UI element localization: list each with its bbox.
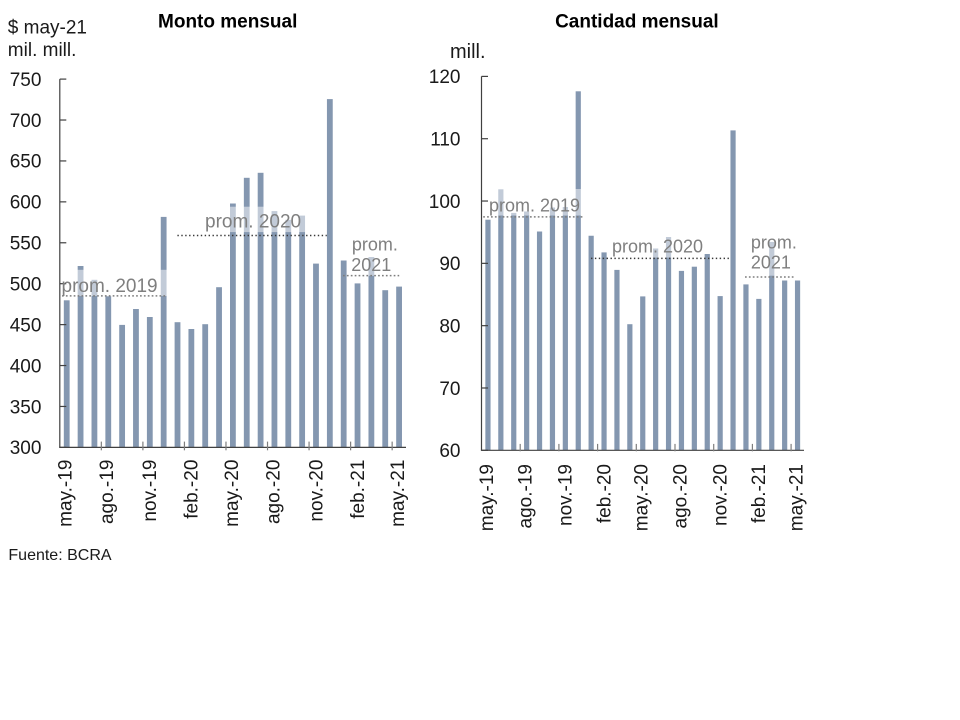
svg-text:prom.: prom.	[352, 234, 398, 254]
svg-text:300: 300	[10, 438, 42, 459]
svg-text:80: 80	[439, 316, 460, 337]
svg-text:Monto mensual: Monto mensual	[158, 12, 297, 33]
svg-text:$ may-21: $ may-21	[8, 18, 87, 39]
svg-text:prom. 2019: prom. 2019	[62, 276, 158, 297]
svg-text:nov.-20: nov.-20	[710, 464, 731, 526]
svg-text:120: 120	[429, 67, 461, 88]
svg-text:70: 70	[439, 379, 460, 400]
svg-text:350: 350	[10, 397, 42, 418]
svg-text:ago.-20: ago.-20	[263, 460, 284, 524]
svg-text:ago.-19: ago.-19	[516, 464, 537, 528]
svg-text:550: 550	[10, 234, 42, 255]
svg-text:Fuente: BCRA: Fuente: BCRA	[8, 547, 111, 564]
svg-text:feb.-20: feb.-20	[594, 464, 615, 523]
svg-text:750: 750	[10, 70, 42, 91]
svg-text:may.-21: may.-21	[786, 464, 807, 531]
svg-text:nov.-20: nov.-20	[306, 460, 327, 522]
svg-text:2021: 2021	[751, 252, 791, 272]
svg-text:650: 650	[10, 152, 42, 173]
svg-text:may.-19: may.-19	[56, 460, 77, 527]
svg-text:400: 400	[10, 356, 42, 377]
svg-text:500: 500	[10, 275, 42, 296]
svg-text:110: 110	[430, 130, 460, 151]
svg-text:ago.-20: ago.-20	[670, 464, 691, 528]
svg-text:feb.-21: feb.-21	[749, 464, 770, 523]
svg-text:prom.: prom.	[751, 232, 797, 252]
svg-text:mil. mill.: mil. mill.	[8, 40, 77, 61]
svg-text:prom. 2020: prom. 2020	[612, 237, 703, 257]
svg-text:nov.-19: nov.-19	[556, 464, 577, 526]
svg-text:feb.-21: feb.-21	[348, 460, 369, 519]
svg-text:450: 450	[10, 315, 42, 336]
svg-text:700: 700	[10, 111, 42, 132]
svg-text:prom. 2020: prom. 2020	[205, 212, 301, 233]
svg-text:may.-20: may.-20	[222, 460, 243, 527]
svg-text:600: 600	[10, 193, 42, 214]
svg-text:feb.-20: feb.-20	[182, 460, 203, 519]
svg-text:nov.-19: nov.-19	[140, 460, 161, 522]
svg-text:Cantidad mensual: Cantidad mensual	[555, 12, 719, 33]
svg-text:100: 100	[429, 192, 461, 213]
svg-text:mill.: mill.	[450, 41, 486, 63]
svg-text:60: 60	[439, 441, 460, 462]
svg-text:2021: 2021	[351, 255, 391, 275]
svg-text:prom. 2019: prom. 2019	[489, 195, 580, 215]
svg-text:may.-20: may.-20	[632, 464, 653, 531]
svg-text:may.-19: may.-19	[477, 464, 498, 531]
svg-text:may.-21: may.-21	[388, 460, 409, 527]
svg-text:90: 90	[439, 254, 460, 275]
svg-text:ago.-19: ago.-19	[97, 460, 118, 524]
